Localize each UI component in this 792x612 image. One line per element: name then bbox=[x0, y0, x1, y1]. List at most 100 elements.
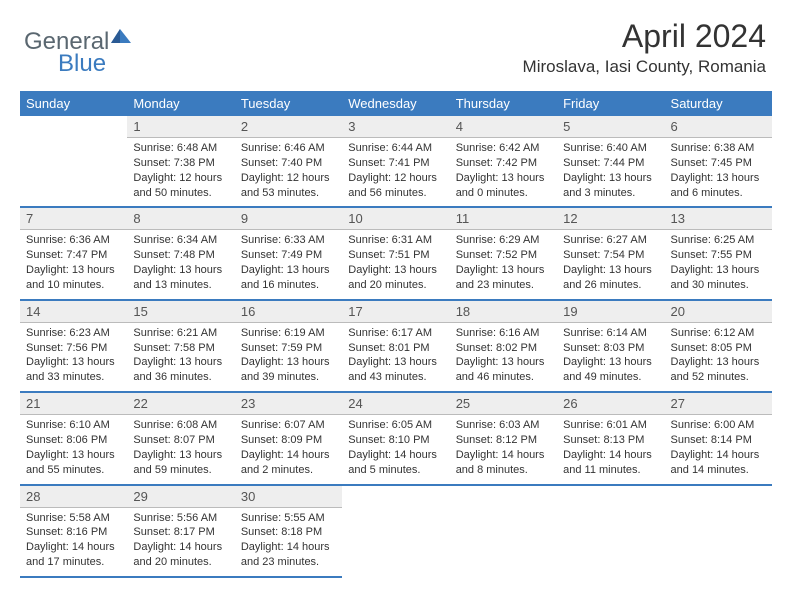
sunrise-text: Sunrise: 5:58 AM bbox=[26, 511, 121, 526]
day-number-cell: 28 bbox=[20, 485, 127, 508]
daylight-text-2: and 6 minutes. bbox=[671, 186, 766, 201]
day-content-cell: Sunrise: 6:34 AMSunset: 7:48 PMDaylight:… bbox=[127, 230, 234, 300]
day-content-cell: Sunrise: 6:10 AMSunset: 8:06 PMDaylight:… bbox=[20, 415, 127, 485]
week-content-row: Sunrise: 6:23 AMSunset: 7:56 PMDaylight:… bbox=[20, 322, 772, 392]
sunrise-text: Sunrise: 5:55 AM bbox=[241, 511, 336, 526]
daylight-text-2: and 56 minutes. bbox=[348, 186, 443, 201]
week-number-row: 78910111213 bbox=[20, 207, 772, 230]
sunrise-text: Sunrise: 6:00 AM bbox=[671, 418, 766, 433]
day-content-cell: Sunrise: 6:33 AMSunset: 7:49 PMDaylight:… bbox=[235, 230, 342, 300]
sunset-text: Sunset: 8:10 PM bbox=[348, 433, 443, 448]
sunrise-text: Sunrise: 6:16 AM bbox=[456, 326, 551, 341]
sunrise-text: Sunrise: 6:19 AM bbox=[241, 326, 336, 341]
week-number-row: 282930 bbox=[20, 485, 772, 508]
sunrise-text: Sunrise: 6:17 AM bbox=[348, 326, 443, 341]
sunrise-text: Sunrise: 6:08 AM bbox=[133, 418, 228, 433]
sunset-text: Sunset: 7:58 PM bbox=[133, 341, 228, 356]
day-content-cell: Sunrise: 6:00 AMSunset: 8:14 PMDaylight:… bbox=[665, 415, 772, 485]
day-content-cell: Sunrise: 6:21 AMSunset: 7:58 PMDaylight:… bbox=[127, 322, 234, 392]
day-number-cell: 7 bbox=[20, 207, 127, 230]
logo: General Blue bbox=[24, 28, 131, 56]
week-number-row: 21222324252627 bbox=[20, 392, 772, 415]
day-content-cell: Sunrise: 6:05 AMSunset: 8:10 PMDaylight:… bbox=[342, 415, 449, 485]
daylight-text-2: and 23 minutes. bbox=[241, 555, 336, 570]
day-number-cell: 18 bbox=[450, 300, 557, 323]
daylight-text-2: and 2 minutes. bbox=[241, 463, 336, 478]
daylight-text-2: and 23 minutes. bbox=[456, 278, 551, 293]
day-content-cell: Sunrise: 6:38 AMSunset: 7:45 PMDaylight:… bbox=[665, 138, 772, 208]
day-number-cell bbox=[665, 485, 772, 508]
day-number-cell: 20 bbox=[665, 300, 772, 323]
sunrise-text: Sunrise: 6:36 AM bbox=[26, 233, 121, 248]
day-content-cell: Sunrise: 6:48 AMSunset: 7:38 PMDaylight:… bbox=[127, 138, 234, 208]
daylight-text-1: Daylight: 13 hours bbox=[133, 355, 228, 370]
sunset-text: Sunset: 7:47 PM bbox=[26, 248, 121, 263]
sunset-text: Sunset: 7:40 PM bbox=[241, 156, 336, 171]
day-content-cell: Sunrise: 6:01 AMSunset: 8:13 PMDaylight:… bbox=[557, 415, 664, 485]
daylight-text-1: Daylight: 13 hours bbox=[563, 171, 658, 186]
daylight-text-2: and 10 minutes. bbox=[26, 278, 121, 293]
day-number-cell: 11 bbox=[450, 207, 557, 230]
sunrise-text: Sunrise: 6:40 AM bbox=[563, 141, 658, 156]
sunset-text: Sunset: 7:49 PM bbox=[241, 248, 336, 263]
sunset-text: Sunset: 7:55 PM bbox=[671, 248, 766, 263]
sunrise-text: Sunrise: 6:21 AM bbox=[133, 326, 228, 341]
day-header: Monday bbox=[127, 91, 234, 116]
sunrise-text: Sunrise: 6:23 AM bbox=[26, 326, 121, 341]
logo-arrow-icon bbox=[111, 29, 131, 48]
day-content-cell: Sunrise: 6:14 AMSunset: 8:03 PMDaylight:… bbox=[557, 322, 664, 392]
daylight-text-1: Daylight: 13 hours bbox=[26, 355, 121, 370]
daylight-text-1: Daylight: 12 hours bbox=[241, 171, 336, 186]
daylight-text-1: Daylight: 13 hours bbox=[348, 263, 443, 278]
day-number-cell: 16 bbox=[235, 300, 342, 323]
header: April 2024 Miroslava, Iasi County, Roman… bbox=[20, 18, 772, 77]
daylight-text-2: and 49 minutes. bbox=[563, 370, 658, 385]
sunrise-text: Sunrise: 6:03 AM bbox=[456, 418, 551, 433]
sunrise-text: Sunrise: 6:01 AM bbox=[563, 418, 658, 433]
daylight-text-1: Daylight: 14 hours bbox=[456, 448, 551, 463]
day-header: Tuesday bbox=[235, 91, 342, 116]
sunset-text: Sunset: 8:14 PM bbox=[671, 433, 766, 448]
sunrise-text: Sunrise: 5:56 AM bbox=[133, 511, 228, 526]
daylight-text-2: and 52 minutes. bbox=[671, 370, 766, 385]
day-content-cell bbox=[20, 138, 127, 208]
day-header: Saturday bbox=[665, 91, 772, 116]
daylight-text-1: Daylight: 14 hours bbox=[348, 448, 443, 463]
sunrise-text: Sunrise: 6:34 AM bbox=[133, 233, 228, 248]
day-number-cell: 8 bbox=[127, 207, 234, 230]
daylight-text-2: and 50 minutes. bbox=[133, 186, 228, 201]
day-content-cell: Sunrise: 6:17 AMSunset: 8:01 PMDaylight:… bbox=[342, 322, 449, 392]
sunset-text: Sunset: 7:38 PM bbox=[133, 156, 228, 171]
week-content-row: Sunrise: 6:10 AMSunset: 8:06 PMDaylight:… bbox=[20, 415, 772, 485]
day-content-cell: Sunrise: 6:42 AMSunset: 7:42 PMDaylight:… bbox=[450, 138, 557, 208]
sunrise-text: Sunrise: 6:31 AM bbox=[348, 233, 443, 248]
daylight-text-1: Daylight: 13 hours bbox=[563, 355, 658, 370]
daylight-text-1: Daylight: 13 hours bbox=[671, 355, 766, 370]
week-number-row: 14151617181920 bbox=[20, 300, 772, 323]
week-content-row: Sunrise: 6:48 AMSunset: 7:38 PMDaylight:… bbox=[20, 138, 772, 208]
daylight-text-1: Daylight: 14 hours bbox=[241, 448, 336, 463]
sunset-text: Sunset: 7:45 PM bbox=[671, 156, 766, 171]
sunrise-text: Sunrise: 6:29 AM bbox=[456, 233, 551, 248]
day-content-cell: Sunrise: 6:36 AMSunset: 7:47 PMDaylight:… bbox=[20, 230, 127, 300]
sunset-text: Sunset: 7:54 PM bbox=[563, 248, 658, 263]
daylight-text-2: and 26 minutes. bbox=[563, 278, 658, 293]
sunset-text: Sunset: 7:48 PM bbox=[133, 248, 228, 263]
day-number-cell: 26 bbox=[557, 392, 664, 415]
location-text: Miroslava, Iasi County, Romania bbox=[20, 57, 766, 77]
daylight-text-1: Daylight: 13 hours bbox=[26, 263, 121, 278]
page-title: April 2024 bbox=[20, 18, 766, 55]
week-content-row: Sunrise: 6:36 AMSunset: 7:47 PMDaylight:… bbox=[20, 230, 772, 300]
daylight-text-2: and 20 minutes. bbox=[133, 555, 228, 570]
day-number-cell: 19 bbox=[557, 300, 664, 323]
day-number-cell bbox=[450, 485, 557, 508]
day-content-cell: Sunrise: 6:46 AMSunset: 7:40 PMDaylight:… bbox=[235, 138, 342, 208]
sunset-text: Sunset: 7:44 PM bbox=[563, 156, 658, 171]
sunrise-text: Sunrise: 6:27 AM bbox=[563, 233, 658, 248]
daylight-text-1: Daylight: 13 hours bbox=[241, 355, 336, 370]
daylight-text-1: Daylight: 13 hours bbox=[563, 263, 658, 278]
daylight-text-2: and 46 minutes. bbox=[456, 370, 551, 385]
day-number-cell: 5 bbox=[557, 116, 664, 138]
sunset-text: Sunset: 7:42 PM bbox=[456, 156, 551, 171]
day-number-cell: 23 bbox=[235, 392, 342, 415]
